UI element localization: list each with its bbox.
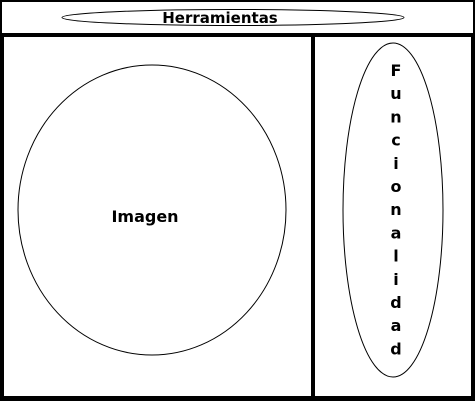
functionality-letter: o	[391, 177, 402, 196]
toolbar-label: Herramientas	[162, 9, 278, 27]
functionality-letter: a	[391, 223, 402, 242]
functionality-letter: c	[391, 131, 400, 150]
functionality-letter: i	[393, 270, 398, 289]
toolbar-group: Herramientas	[61, 9, 405, 27]
functionality-letter: n	[390, 107, 401, 126]
functionality-letter: l	[393, 247, 398, 266]
functionality-letter: i	[393, 154, 398, 173]
functionality-letter: d	[390, 339, 401, 358]
toolbar-ellipse	[61, 9, 405, 26]
functionality-letter: F	[391, 61, 402, 80]
functionality-letter: n	[390, 200, 401, 219]
image-area-label: Imagen	[111, 207, 178, 226]
image-area-group: Imagen	[17, 64, 287, 356]
image-area-ellipse	[17, 64, 287, 356]
functionality-letter: u	[390, 84, 401, 103]
functionality-letter: d	[390, 293, 401, 312]
functionality-area-ellipse	[342, 42, 444, 378]
functionality-letter: a	[391, 316, 402, 335]
